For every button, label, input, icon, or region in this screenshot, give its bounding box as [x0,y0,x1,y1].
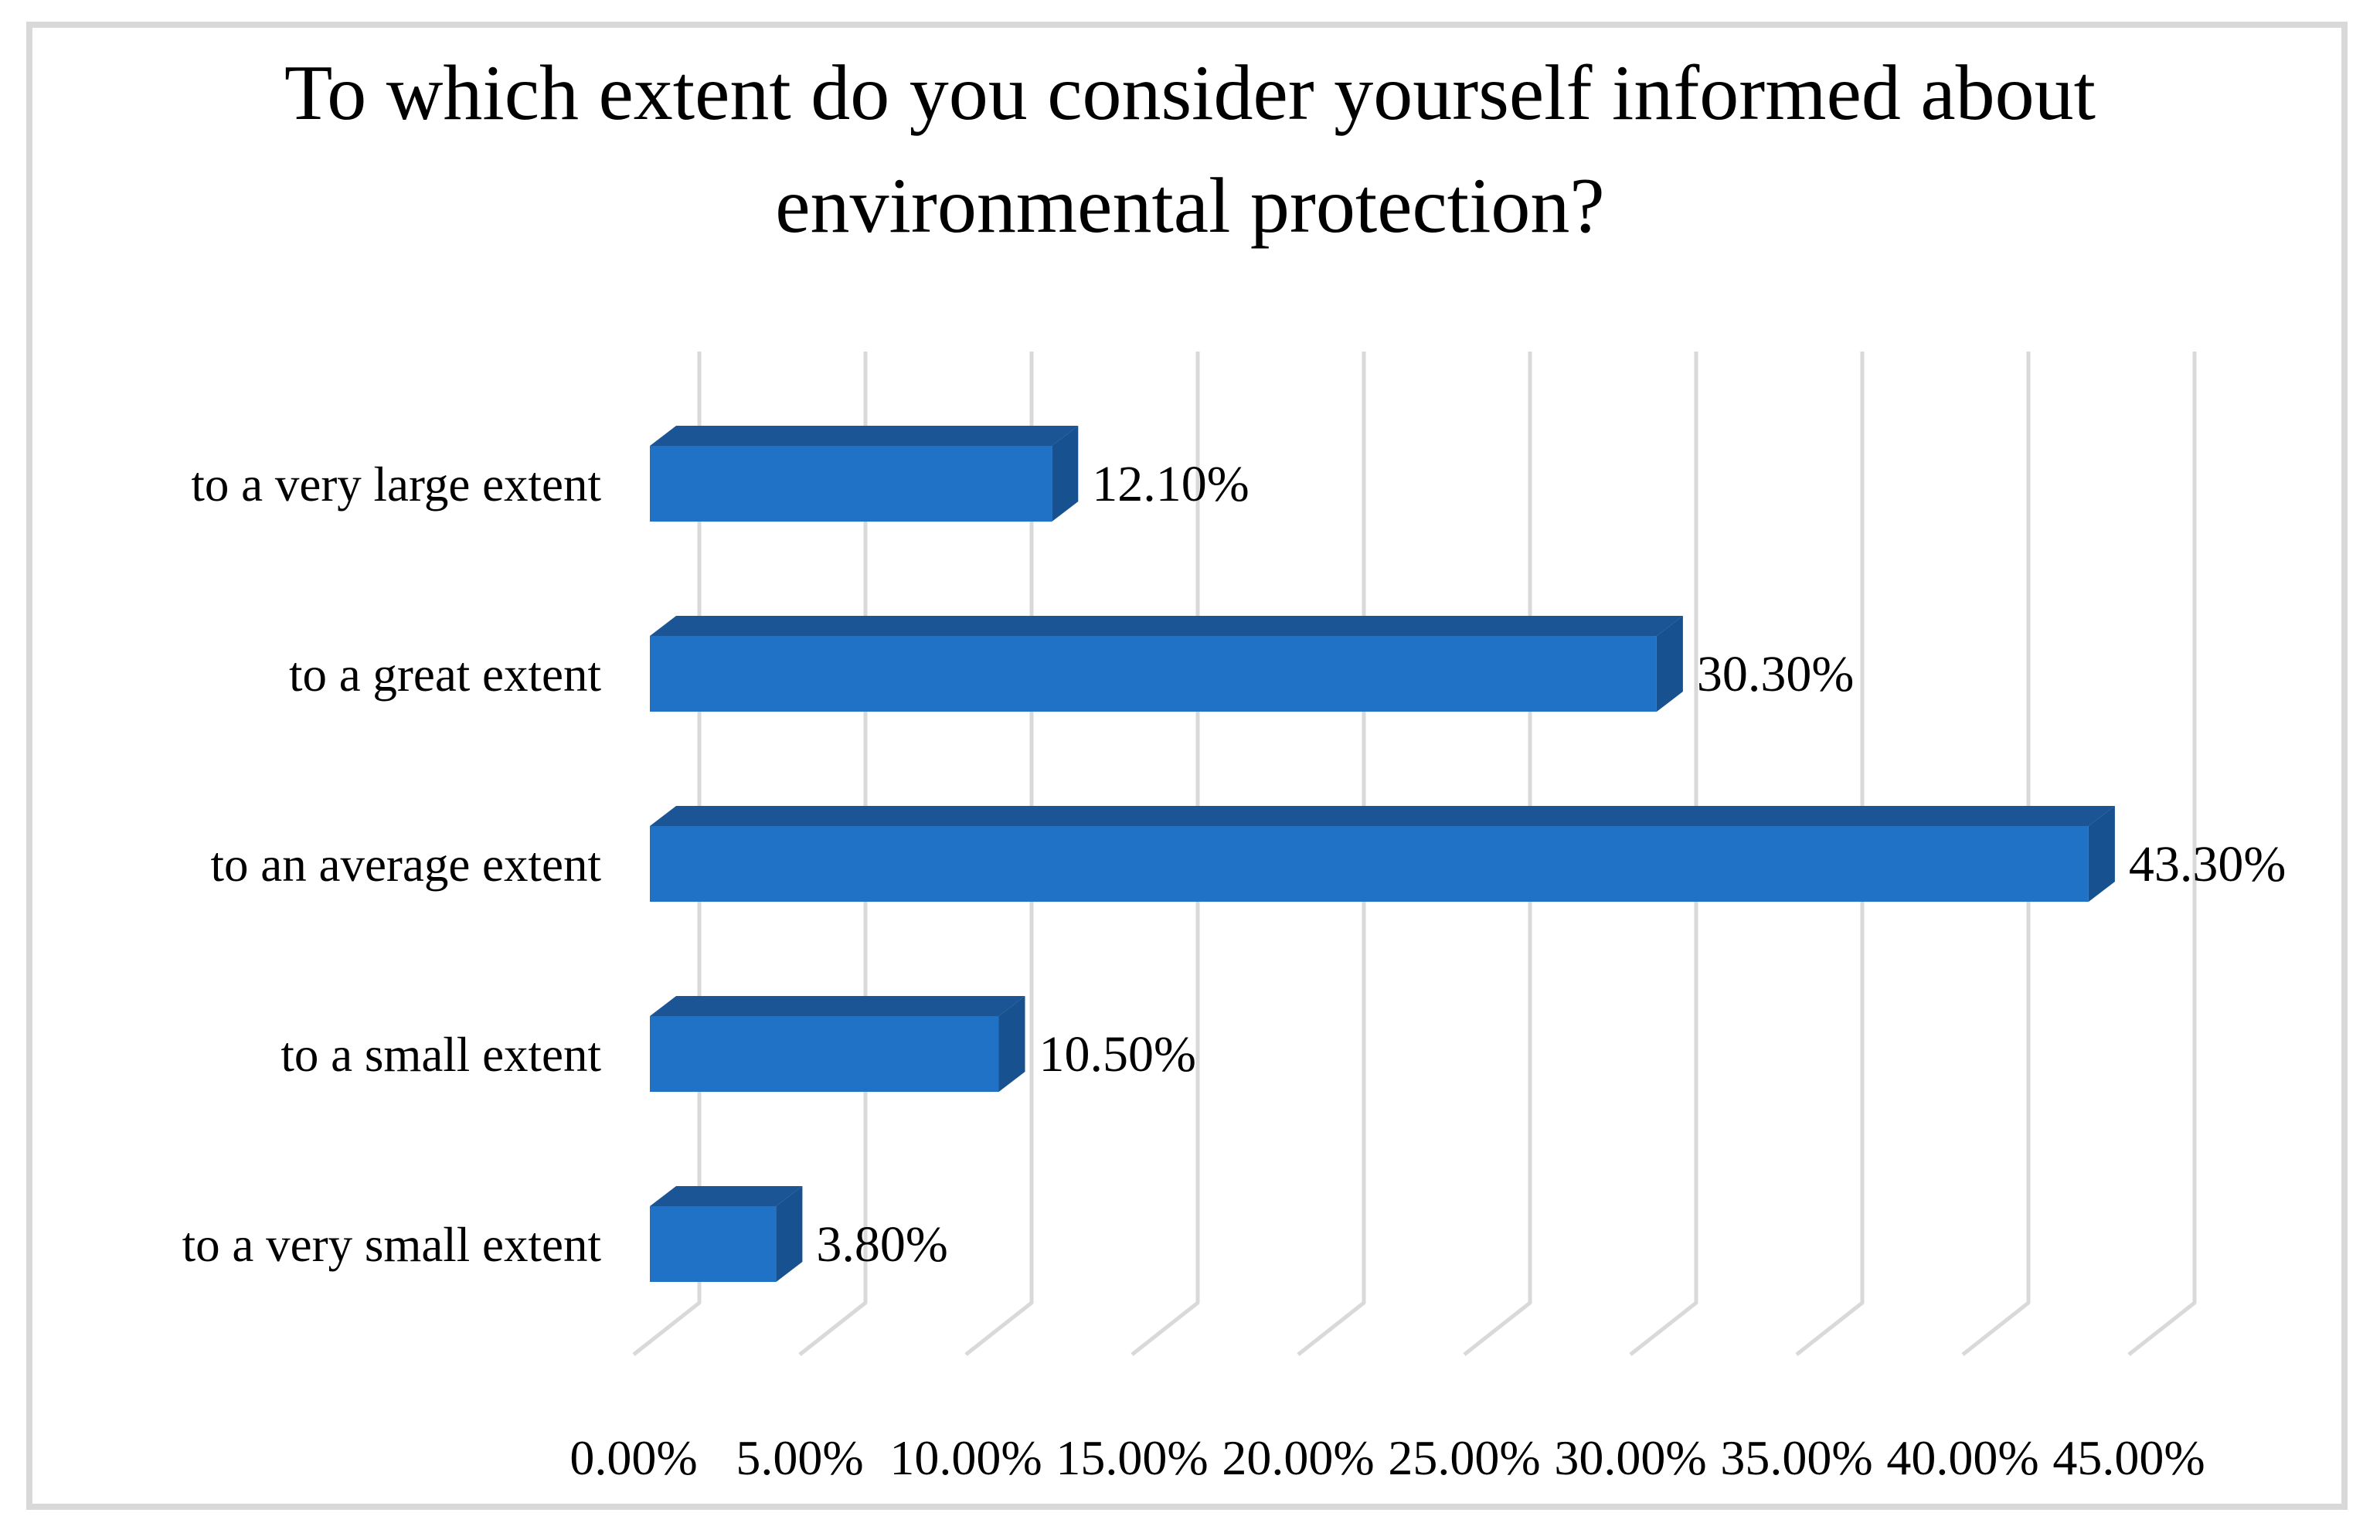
x-tick-label: 40.00% [1886,1430,2038,1485]
bar-side-face [1656,616,1683,712]
value-label: 12.10% [1092,456,1249,512]
bar [650,446,1052,522]
bar-top-face [650,806,2115,826]
bar-side-face [998,996,1025,1092]
bar-top-face [650,1186,803,1206]
gridline [2127,352,2197,1356]
x-tick-label: 15.00% [1056,1430,1208,1485]
x-tick-label: 25.00% [1388,1430,1540,1485]
category-label: to a small extent [280,1028,601,1082]
category-label: to a great extent [289,648,602,702]
category-label: to a very large extent [191,457,601,512]
bar-side-face [1052,426,1079,522]
bar-top-face [650,426,1079,446]
chart-title-line-1: To which extent do you consider yourself… [284,49,2096,137]
category-label: to a very small extent [182,1218,602,1272]
x-tick-label: 35.00% [1720,1430,1872,1485]
value-label: 10.50% [1039,1026,1196,1083]
bar [650,826,2089,902]
value-label: 3.80% [816,1216,947,1273]
bar [650,1206,777,1282]
gridline [1961,352,2031,1356]
value-label: 43.30% [2129,836,2286,892]
bar [650,1016,999,1092]
value-label: 30.30% [1697,646,1854,702]
x-tick-label: 0.00% [570,1430,697,1485]
bar-side-face [2088,806,2115,902]
bar [650,636,1657,712]
chart-title: To which extent do you consider yourself… [0,37,2380,263]
bar-top-face [650,616,1683,636]
gridline [1629,352,1698,1356]
x-tick-label: 5.00% [736,1430,863,1485]
x-tick-label: 10.00% [889,1430,1042,1485]
x-tick-label: 45.00% [2052,1430,2205,1485]
gridline [1795,352,1865,1356]
category-label: to an average extent [211,838,602,892]
x-tick-label: 20.00% [1222,1430,1374,1485]
bar-side-face [776,1186,803,1282]
x-tick-label: 30.00% [1554,1430,1706,1485]
chart-title-line-2: environmental protection? [775,161,1605,250]
bar-top-face [650,996,1025,1016]
